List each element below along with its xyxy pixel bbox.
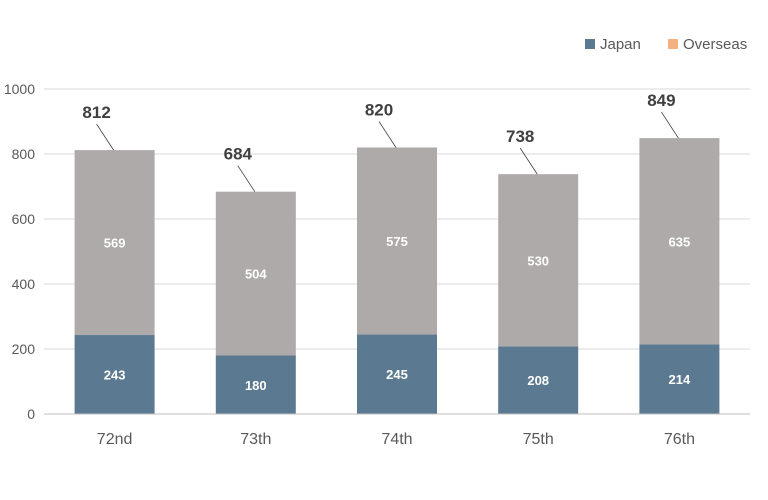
- x-tick-label: 76th: [664, 431, 695, 448]
- bar-japan-75th: [498, 346, 579, 414]
- legend-label-japan: Japan: [600, 36, 641, 53]
- data-label-japan: 214: [669, 372, 691, 387]
- data-label-overseas: 575: [386, 234, 408, 249]
- y-tick-label: 800: [12, 146, 36, 162]
- bar-japan-74th: [357, 334, 437, 414]
- total-label: 812: [82, 103, 110, 122]
- y-axis-ticks: 0 200 400 600 800 1000: [4, 81, 35, 422]
- bar-japan-76th: [639, 344, 720, 414]
- legend-label-overseas: Overseas: [683, 36, 747, 53]
- total-label: 849: [647, 91, 675, 110]
- data-label-japan: 245: [386, 367, 408, 382]
- total-label: 738: [506, 127, 534, 146]
- total-label: 684: [224, 145, 253, 164]
- legend-swatch-japan: [585, 39, 595, 49]
- data-label-japan: 243: [104, 368, 126, 383]
- data-label-overseas: 635: [669, 234, 691, 249]
- total-leader-line: [378, 121, 397, 148]
- data-label-overseas: 569: [104, 236, 126, 251]
- data-label-japan: 208: [527, 373, 549, 388]
- legend-swatch-overseas: [668, 39, 678, 49]
- bar-japan-72nd: [74, 335, 155, 414]
- x-tick-label: 74th: [381, 431, 412, 448]
- y-tick-label: 400: [12, 276, 36, 292]
- bar-overseas-74th: [357, 147, 437, 335]
- x-axis: 72nd 73th 74th 75th 76th: [44, 413, 750, 448]
- data-label-overseas: 504: [245, 267, 267, 282]
- bar-overseas-76th: [639, 138, 720, 345]
- data-label-japan: 180: [245, 378, 267, 393]
- x-tick-label: 73th: [240, 431, 271, 448]
- bar-japan-73th: [215, 355, 296, 414]
- bars: 243 569 812 180 504 684 245 575 820 208 530 738 214 6…: [74, 91, 720, 414]
- bar-overseas-72nd: [74, 150, 155, 336]
- bar-overseas-75th: [498, 174, 579, 347]
- total-leader-line: [519, 147, 538, 175]
- y-tick-label: 600: [12, 211, 36, 227]
- data-label-overseas: 530: [527, 253, 549, 268]
- total-leader-line: [96, 123, 114, 151]
- total-leader-line: [661, 111, 679, 139]
- total-leader-line: [237, 165, 256, 192]
- x-tick-label: 75th: [523, 431, 554, 448]
- y-tick-label: 0: [27, 406, 35, 422]
- x-tick-label: 72nd: [97, 431, 133, 448]
- total-label: 820: [365, 101, 393, 120]
- y-tick-label: 1000: [4, 81, 35, 97]
- legend: Japan Overseas: [585, 36, 747, 53]
- y-tick-label: 200: [12, 341, 36, 357]
- bar-overseas-73th: [215, 191, 296, 356]
